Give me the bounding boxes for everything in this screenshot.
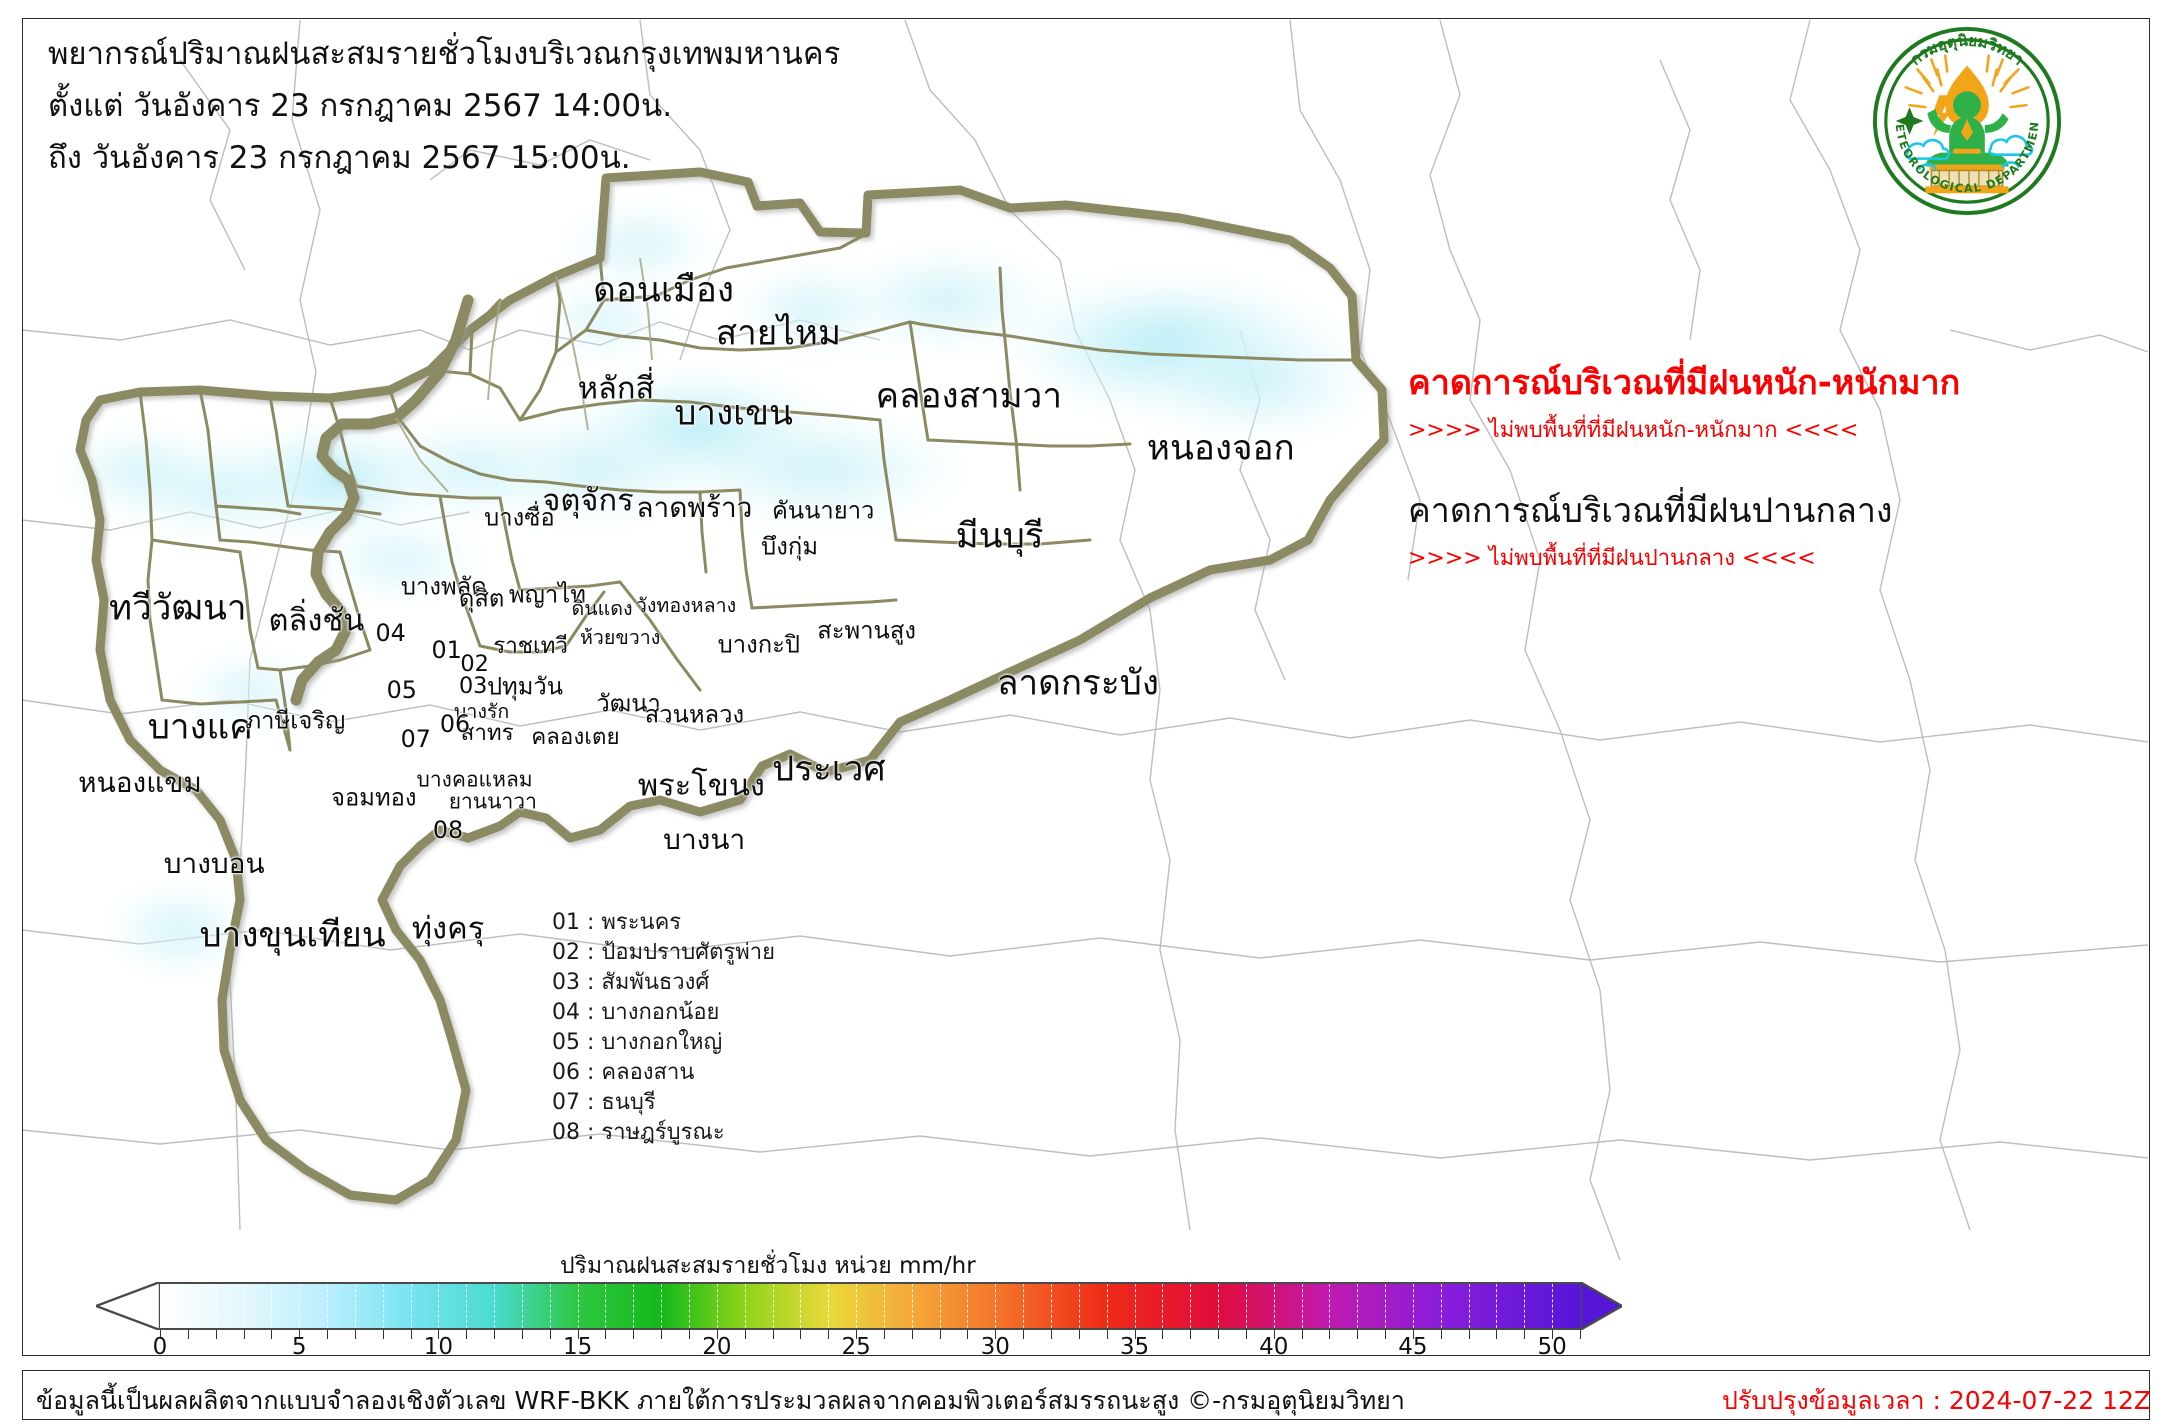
- district-label: ดุสิต: [458, 584, 505, 613]
- district-label: บึงกุ่ม: [761, 532, 819, 561]
- bangkok-province-boundary: [75, 167, 1389, 1205]
- title-line-1: พยากรณ์ปริมาณฝนสะสมรายชั่วโมงบริเวณกรุงเ…: [48, 36, 841, 72]
- district-label: 04: [375, 618, 406, 647]
- district-label: 06: [439, 709, 471, 738]
- district-label: มีนบุรี: [955, 516, 1044, 557]
- colorbar-tick-label: 30: [980, 1334, 1010, 1360]
- footer-note: ข้อมูลนี้เป็นผลผลิตจากแบบจำลองเชิงตัวเลข…: [36, 1386, 1405, 1415]
- heavy-rain-heading: คาดการณ์บริเวณที่มีฝนหนัก-หนักมาก: [1408, 363, 1961, 403]
- moderate-rain-value: >>>> ไม่พบพื้นที่ที่มีฝนปานกลาง <<<<: [1408, 546, 1816, 571]
- forecast-alert-panel: คาดการณ์บริเวณที่มีฝนหนัก-หนักมาก >>>> ไ…: [1408, 360, 2128, 578]
- district-label: บางเขน: [674, 393, 793, 434]
- colorbar-tick-label: 20: [702, 1334, 732, 1360]
- district-label: ทวีวัฒนา: [109, 588, 247, 629]
- district-label: จอมทอง: [331, 783, 417, 812]
- colorbar-minor-ticks: [160, 1330, 1581, 1339]
- district-label: ยานนาวา: [448, 789, 537, 814]
- canal-lines: [395, 257, 653, 493]
- legend-row: 01 : พระนคร: [552, 910, 682, 935]
- legend-row: 02 : ป้อมปราบศัตรูพ่าย: [552, 940, 775, 965]
- district-label: สายไหม: [715, 313, 842, 354]
- district-label: คลองเตย: [531, 724, 620, 751]
- district-label: สาทร: [460, 720, 514, 747]
- district-label: 01: [431, 635, 462, 664]
- district-label: ราชเทวี: [493, 633, 568, 660]
- district-label: พระโขนง: [637, 767, 765, 804]
- district-label: บางบอน: [163, 846, 265, 880]
- district-label: วังทองหลาง: [635, 593, 737, 617]
- district-label: ห้วยขวาง: [580, 626, 661, 649]
- district-label: บางซื่อ: [484, 503, 555, 532]
- district-label: ลาดกระบัง: [997, 663, 1159, 704]
- district-label: บางพลัด: [400, 572, 487, 601]
- legend-row: 06 : คลองสาน: [552, 1060, 695, 1085]
- colorbar-tick-label: 5: [291, 1334, 307, 1360]
- colorbar-left-cap-icon: [96, 1282, 160, 1330]
- colorbar-gradient-bar: [160, 1282, 1580, 1330]
- district-label: วัฒนา: [596, 689, 661, 718]
- district-label: ลาดพร้าว: [636, 491, 753, 525]
- district-label: ดินแดง: [571, 596, 633, 620]
- tmd-logo-icon: กรมอุตุนิยมวิทยา METEOROLOGICAL DEPARTME…: [1868, 22, 2063, 217]
- district-label: ทุ่งครุ: [411, 910, 485, 947]
- district-label: หนองจอก: [1146, 428, 1295, 469]
- colorbar-tick-label: 25: [841, 1334, 871, 1360]
- colorbar-tick-label: 0: [152, 1334, 168, 1360]
- heavy-rain-value: >>>> ไม่พบพื้นที่ที่มีฝนหนัก-หนักมาก <<<…: [1408, 418, 1859, 443]
- colorbar-title: ปริมาณฝนสะสมรายชั่วโมง หน่วย mm/hr: [560, 1253, 976, 1279]
- colorbar-tick-label: 40: [1259, 1334, 1289, 1360]
- colorbar-right-cap-icon: [1580, 1282, 1622, 1330]
- district-label: 08: [432, 816, 464, 845]
- district-label: บางกะปิ: [717, 630, 800, 659]
- district-label: ปทุมวัน: [486, 672, 564, 701]
- rainfall-colorbar: 0 5 10 15 20 25 30 35 40 45 50: [48, 1282, 1622, 1360]
- district-label: บางรัก: [453, 700, 510, 724]
- district-label: 02: [460, 650, 489, 677]
- district-label: ดอนเมือง: [593, 270, 735, 311]
- district-label: พญาไท: [508, 580, 586, 609]
- legend-row: 07 : ธนบุรี: [552, 1090, 656, 1115]
- district-label: บางนา: [663, 823, 746, 856]
- colorbar-tick-label: 35: [1119, 1334, 1150, 1360]
- district-label: บางขุนเทียน: [199, 915, 386, 956]
- district-label: ประเวศ: [771, 749, 886, 790]
- colorbar-tick-label: 10: [423, 1334, 454, 1360]
- district-label: คลองสามวา: [875, 376, 1062, 417]
- legend-row: 03 : สัมพันธวงศ์: [552, 970, 710, 995]
- title-line-2: ตั้งแต่ วันอังคาร 23 กรกฎาคม 2567 14:00น…: [48, 88, 673, 124]
- colorbar-tick-label: 15: [563, 1334, 593, 1360]
- colorbar-gradient: [160, 1284, 1580, 1328]
- district-label: 03: [458, 673, 488, 699]
- district-label: หนองแขม: [78, 765, 202, 799]
- colorbar-tick-label: 50: [1537, 1334, 1567, 1360]
- district-label: ตลิ่งชัน: [268, 602, 365, 639]
- district-label: สวนหลวง: [644, 700, 745, 729]
- chao-phraya-river: [290, 294, 474, 706]
- legend-row: 04 : บางกอกน้อย: [552, 1000, 720, 1025]
- footer-update: ปรับปรุงข้อมูลเวลา : 2024-07-22 12Z: [1722, 1386, 2152, 1415]
- colorbar-dashed-ticks: [160, 1284, 1580, 1328]
- district-label: หลักสี่: [577, 370, 655, 407]
- title-line-3: ถึง วันอังคาร 23 กรกฎาคม 2567 15:00น.: [48, 140, 631, 176]
- legend-row: 05 : บางกอกใหญ่: [552, 1030, 723, 1055]
- colorbar-tick-labels: 0 5 10 15 20 25 30 35 40 45 50: [153, 1334, 1580, 1368]
- district-label: ภาษีเจริญ: [245, 706, 346, 735]
- district-label: บางคอแหลม: [416, 767, 533, 792]
- moderate-rain-heading: คาดการณ์บริเวณที่มีฝนปานกลาง: [1408, 491, 1893, 531]
- page-title: พยากรณ์ปริมาณฝนสะสมรายชั่วโมงบริเวณกรุงเ…: [48, 28, 840, 184]
- district-label: สะพานสูง: [817, 616, 916, 645]
- colorbar-tick-label: 45: [1398, 1334, 1428, 1360]
- district-label: บางแค: [147, 707, 253, 748]
- district-label: 05: [386, 676, 417, 705]
- district-label: 07: [400, 725, 431, 754]
- legend-row: 08 : ราษฎร์บูรณะ: [552, 1120, 725, 1145]
- district-code-legend: 01 : พระนคร 02 : ป้อมปราบศัตรูพ่าย 03 : …: [552, 908, 775, 1148]
- district-label: จตุจักร: [542, 482, 634, 519]
- district-label: คันนายาว: [771, 496, 875, 525]
- footer-frame: [22, 1370, 2150, 1420]
